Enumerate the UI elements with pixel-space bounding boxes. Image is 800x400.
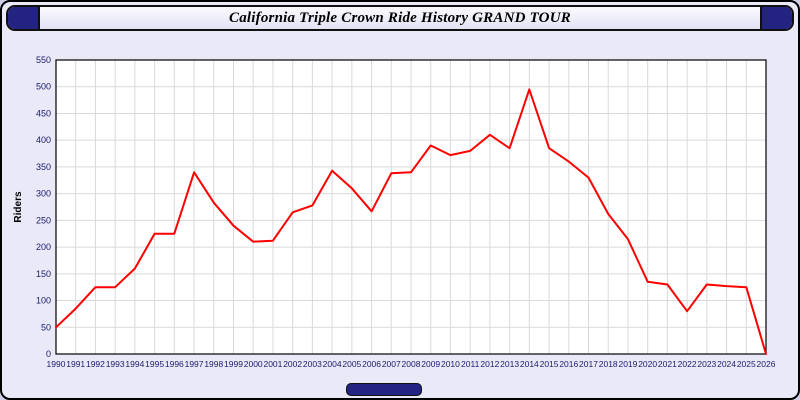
gridlines	[55, 59, 767, 355]
svg-text:1997: 1997	[185, 359, 204, 369]
svg-text:2010: 2010	[441, 359, 460, 369]
svg-text:50: 50	[41, 322, 51, 332]
svg-text:2018: 2018	[599, 359, 618, 369]
svg-text:2007: 2007	[382, 359, 401, 369]
svg-text:400: 400	[36, 135, 51, 145]
svg-text:2020: 2020	[638, 359, 657, 369]
title-bar: California Triple Crown Ride History GRA…	[6, 5, 794, 31]
svg-text:2003: 2003	[303, 359, 322, 369]
svg-text:500: 500	[36, 82, 51, 92]
y-axis-tick-labels: 0 50 100 150 200 250 300 350 400 450 500 550	[36, 55, 51, 359]
svg-text:100: 100	[36, 296, 51, 306]
svg-text:2016: 2016	[559, 359, 578, 369]
svg-text:2002: 2002	[283, 359, 302, 369]
svg-text:350: 350	[36, 162, 51, 172]
svg-text:450: 450	[36, 108, 51, 118]
svg-text:2012: 2012	[480, 359, 499, 369]
svg-text:2026: 2026	[757, 359, 776, 369]
svg-text:1991: 1991	[66, 359, 85, 369]
svg-text:2017: 2017	[579, 359, 598, 369]
svg-text:2001: 2001	[263, 359, 282, 369]
scrollbar-thumb[interactable]	[346, 383, 422, 396]
svg-text:1998: 1998	[204, 359, 223, 369]
svg-text:1999: 1999	[224, 359, 243, 369]
riders-series-line	[55, 88, 767, 355]
svg-text:1995: 1995	[145, 359, 164, 369]
svg-text:2006: 2006	[362, 359, 381, 369]
svg-text:2008: 2008	[402, 359, 421, 369]
svg-text:2005: 2005	[342, 359, 361, 369]
svg-text:300: 300	[36, 189, 51, 199]
title-bar-right-cap	[760, 7, 792, 29]
svg-text:200: 200	[36, 242, 51, 252]
svg-text:0: 0	[46, 349, 51, 359]
title-bar-left-cap	[8, 7, 40, 29]
svg-text:1993: 1993	[106, 359, 125, 369]
svg-text:1996: 1996	[165, 359, 184, 369]
svg-text:2021: 2021	[658, 359, 677, 369]
svg-text:1994: 1994	[125, 359, 144, 369]
svg-text:2022: 2022	[678, 359, 697, 369]
svg-text:2009: 2009	[421, 359, 440, 369]
svg-text:2014: 2014	[520, 359, 539, 369]
svg-text:2015: 2015	[540, 359, 559, 369]
svg-text:2019: 2019	[618, 359, 637, 369]
x-axis-tick-labels: 1990 1991 1992 1993 1994 1995 1996 1997 1998 1999…	[47, 359, 776, 369]
svg-text:250: 250	[36, 215, 51, 225]
page-title: California Triple Crown Ride History GRA…	[229, 9, 571, 26]
chart-area: 0 50 100 150 200 250 300 350 400 450 500 550 1990 199…	[10, 50, 794, 382]
svg-text:2011: 2011	[461, 359, 480, 369]
y-axis-label: Riders	[13, 191, 24, 223]
svg-text:2025: 2025	[737, 359, 756, 369]
svg-text:2000: 2000	[244, 359, 263, 369]
svg-text:2004: 2004	[323, 359, 342, 369]
svg-text:2013: 2013	[500, 359, 519, 369]
svg-text:550: 550	[36, 55, 51, 65]
svg-text:2023: 2023	[697, 359, 716, 369]
plot-border	[55, 59, 767, 355]
svg-text:2024: 2024	[717, 359, 736, 369]
svg-text:1992: 1992	[86, 359, 105, 369]
svg-text:150: 150	[36, 269, 51, 279]
svg-text:1990: 1990	[47, 359, 66, 369]
